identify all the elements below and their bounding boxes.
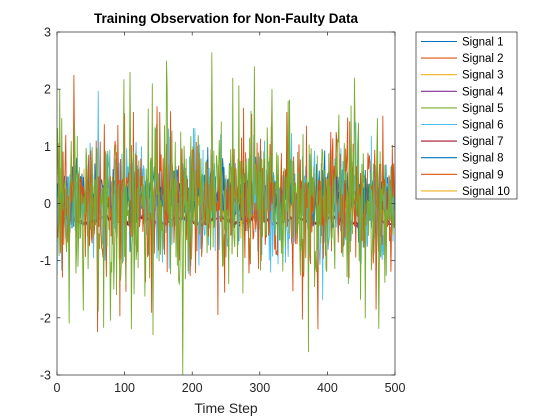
y-tick-label: -2 — [40, 311, 51, 325]
legend-label-signal-3: Signal 3 — [462, 70, 504, 82]
legend-label-signal-4: Signal 4 — [462, 86, 504, 98]
y-tick-label: 3 — [44, 26, 51, 40]
legend-label-signal-9: Signal 9 — [462, 169, 504, 181]
x-tick-label: 400 — [317, 381, 338, 395]
x-tick-label: 300 — [249, 381, 270, 395]
legend-label-signal-10: Signal 10 — [462, 186, 510, 198]
legend: Signal 1 Signal 2 Signal 3 Signal 4 Signal 5… — [415, 31, 518, 200]
x-tick-label: 500 — [385, 381, 406, 395]
x-axis: 0 100 200 300 400 500 — [54, 32, 406, 395]
legend-label-signal-5: Signal 5 — [462, 103, 504, 115]
series-layer — [57, 52, 395, 375]
x-tick-label: 200 — [182, 381, 203, 395]
y-tick-label: 1 — [44, 140, 51, 154]
legend-label-signal-7: Signal 7 — [462, 136, 504, 148]
x-tick-label: 100 — [114, 381, 135, 395]
plot-area: 0 100 200 300 400 500 -3 -2 -1 0 1 2 3 — [40, 26, 406, 396]
legend-label-signal-8: Signal 8 — [462, 153, 504, 165]
legend-label-signal-2: Signal 2 — [462, 53, 504, 65]
legend-label-signal-6: Signal 6 — [462, 120, 504, 132]
legend-box — [415, 31, 518, 200]
legend-label-signal-1: Signal 1 — [462, 37, 504, 49]
x-tick-label: 0 — [54, 381, 61, 395]
chart-title: Training Observation for Non-Faulty Data — [94, 11, 359, 26]
y-tick-label: -3 — [40, 369, 51, 383]
y-tick-label: 0 — [44, 197, 51, 211]
series-line-signal-5 — [57, 52, 395, 375]
y-axis: -3 -2 -1 0 1 2 3 — [40, 26, 395, 383]
y-tick-label: 2 — [44, 83, 51, 97]
x-axis-label: Time Step — [194, 400, 257, 416]
y-tick-label: -1 — [40, 254, 51, 268]
